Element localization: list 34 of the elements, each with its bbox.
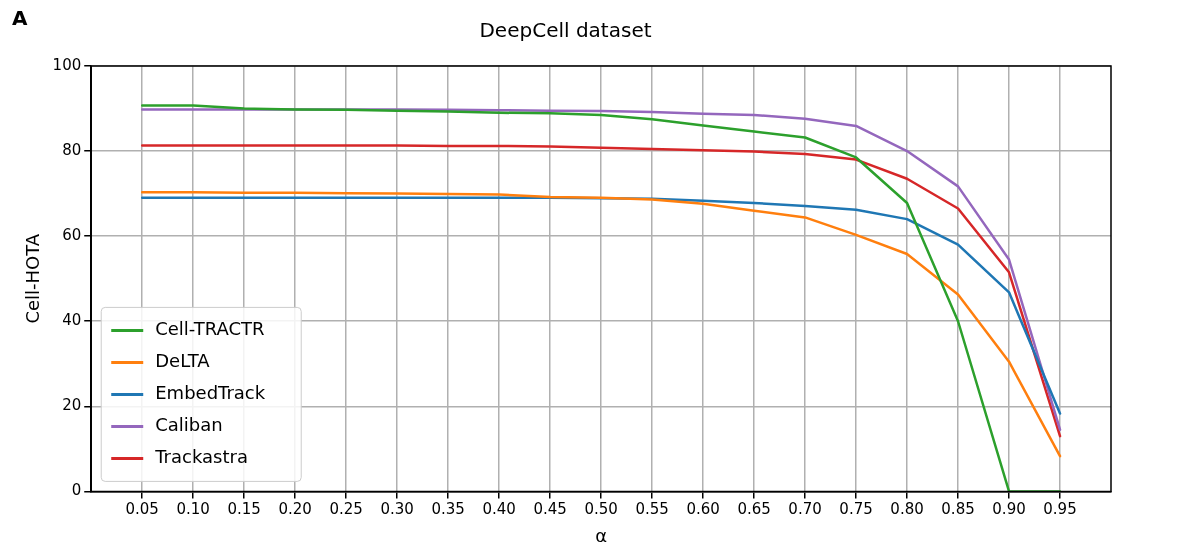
legend-label: DeLTA xyxy=(155,350,211,372)
x-tick-label: 0.35 xyxy=(431,500,465,519)
legend-label: EmbedTrack xyxy=(155,382,266,404)
x-tick-label: 0.85 xyxy=(941,500,975,519)
x-tick-label: 0.95 xyxy=(1043,500,1077,519)
x-tick-label: 0.30 xyxy=(380,500,414,519)
x-tick-label: 0.05 xyxy=(125,500,159,519)
x-tick-label: 0.20 xyxy=(278,500,312,519)
x-tick-label: 0.80 xyxy=(890,500,924,519)
x-tick-label: 0.40 xyxy=(482,500,516,519)
legend-label: Cell-TRACTR xyxy=(155,318,265,340)
x-tick-label: 0.55 xyxy=(635,500,669,519)
y-tick-label: 80 xyxy=(62,140,82,159)
x-tick-label: 0.65 xyxy=(737,500,771,519)
legend-label: Caliban xyxy=(155,414,223,436)
text: A xyxy=(12,6,28,31)
x-tick-label: 0.25 xyxy=(329,500,363,519)
chart-title: DeepCell dataset xyxy=(479,18,652,43)
x-tick-label: 0.50 xyxy=(584,500,618,519)
x-tick-label: 0.70 xyxy=(788,500,822,519)
y-tick-label: 60 xyxy=(62,226,82,245)
x-axis-title: α xyxy=(595,524,608,546)
x-tick-label: 0.45 xyxy=(533,500,567,519)
y-tick-label: 20 xyxy=(62,396,82,415)
y-tick-label: 100 xyxy=(52,55,82,74)
x-tick-label: 0.10 xyxy=(176,500,210,519)
x-tick-label: 0.15 xyxy=(227,500,261,519)
x-tick-label: 0.75 xyxy=(839,500,873,519)
x-tick-label: 0.60 xyxy=(686,500,720,519)
y-axis-title: Cell-HOTA xyxy=(22,233,44,324)
y-tick-label: 0 xyxy=(71,481,82,500)
y-tick-label: 40 xyxy=(62,311,82,330)
x-tick-label: 0.90 xyxy=(992,500,1026,519)
legend-label: Trackastra xyxy=(154,446,248,468)
